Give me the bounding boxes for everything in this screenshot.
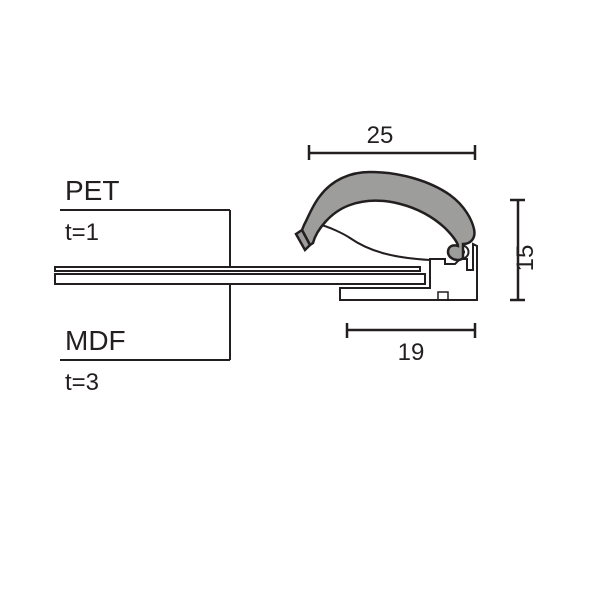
snap-cover (296, 172, 474, 260)
dim-bottom: 19 (347, 323, 475, 366)
dim-top-value: 25 (367, 122, 394, 149)
pet-callout: PET t=1 (60, 175, 230, 267)
dim-bottom-value: 19 (398, 339, 425, 366)
dim-right-value: 15 (512, 245, 539, 272)
mdf-thickness: t=3 (65, 369, 99, 396)
mdf-callout: MDF t=3 (60, 284, 230, 396)
pet-label: PET (65, 175, 119, 206)
dim-top: 25 (309, 122, 475, 160)
cross-section-diagram: PET t=1 MDF t=3 2 (0, 0, 600, 600)
pet-thickness: t=1 (65, 219, 99, 246)
mdf-label: MDF (65, 325, 126, 356)
panel-layers (55, 267, 425, 284)
dim-right: 15 (510, 200, 539, 300)
